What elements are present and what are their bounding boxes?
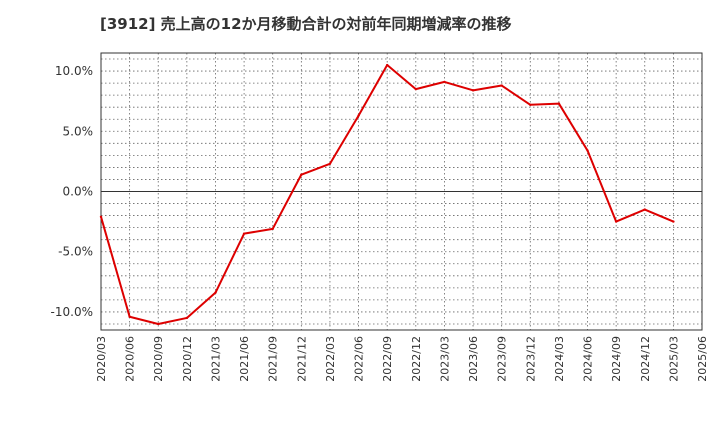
y-tick-label: 0.0% <box>63 185 94 199</box>
y-tick-labels: 10.0% 5.0% 0.0% -5.0% -10.0% <box>51 64 93 319</box>
chart-title: [3912] 売上高の12か月移動合計の対前年同期増減率の推移 <box>100 15 512 33</box>
data-point <box>443 80 446 84</box>
data-point <box>300 173 303 176</box>
x-tick-label: 2025/06 <box>696 336 709 382</box>
x-tick-label: 2021/09 <box>267 336 280 382</box>
x-tick-label: 2020/03 <box>95 336 108 382</box>
data-point <box>529 103 532 106</box>
data-point <box>357 114 360 117</box>
data-point <box>99 215 103 218</box>
data-point <box>471 89 475 92</box>
x-tick-label: 2020/06 <box>124 336 137 382</box>
series-layer <box>99 63 675 326</box>
data-point <box>586 149 589 152</box>
y-tick-label: 5.0% <box>63 124 94 138</box>
data-point <box>128 315 131 318</box>
x-tick-label: 2022/09 <box>381 336 394 382</box>
plot-frame <box>100 52 703 331</box>
data-point <box>672 220 675 223</box>
x-tick-label: 2021/12 <box>295 336 308 382</box>
x-tick-label: 2022/06 <box>353 336 366 382</box>
x-tick-label: 2023/06 <box>467 336 480 382</box>
x-tick-label: 2024/03 <box>553 336 566 382</box>
x-tick-label: 2022/12 <box>410 336 423 382</box>
data-point <box>385 63 389 67</box>
x-tick-label: 2023/12 <box>524 336 537 382</box>
x-tick-label: 2024/09 <box>610 336 623 382</box>
data-point <box>157 322 160 326</box>
x-tick-label: 2020/12 <box>181 336 194 382</box>
x-tick-label: 2021/06 <box>238 336 251 382</box>
data-point <box>414 87 418 91</box>
data-point <box>214 291 217 294</box>
data-point <box>500 84 503 87</box>
y-tick-label: -5.0% <box>58 245 93 259</box>
x-tick-labels: 2020/03 2020/06 2020/09 2020/12 2021/03 2021/… <box>95 336 709 382</box>
y-tick-label: 10.0% <box>55 64 93 78</box>
x-tick-label: 2022/03 <box>324 336 337 382</box>
y-tick-label: -10.0% <box>51 305 93 319</box>
x-tick-label: 2024/12 <box>639 336 652 382</box>
data-point <box>328 162 332 165</box>
data-point <box>643 208 646 211</box>
x-tick-label: 2023/09 <box>496 336 509 382</box>
x-tick-label: 2020/09 <box>152 336 165 382</box>
x-tick-label: 2025/03 <box>667 336 680 382</box>
x-tick-label: 2023/03 <box>438 336 451 382</box>
data-point <box>185 316 189 320</box>
data-point <box>557 102 561 105</box>
data-point <box>271 227 274 231</box>
x-tick-label: 2021/03 <box>209 336 222 382</box>
grid-lines <box>101 53 702 330</box>
data-point <box>614 220 618 223</box>
data-point <box>242 232 246 235</box>
x-tick-label: 2024/06 <box>582 336 595 382</box>
